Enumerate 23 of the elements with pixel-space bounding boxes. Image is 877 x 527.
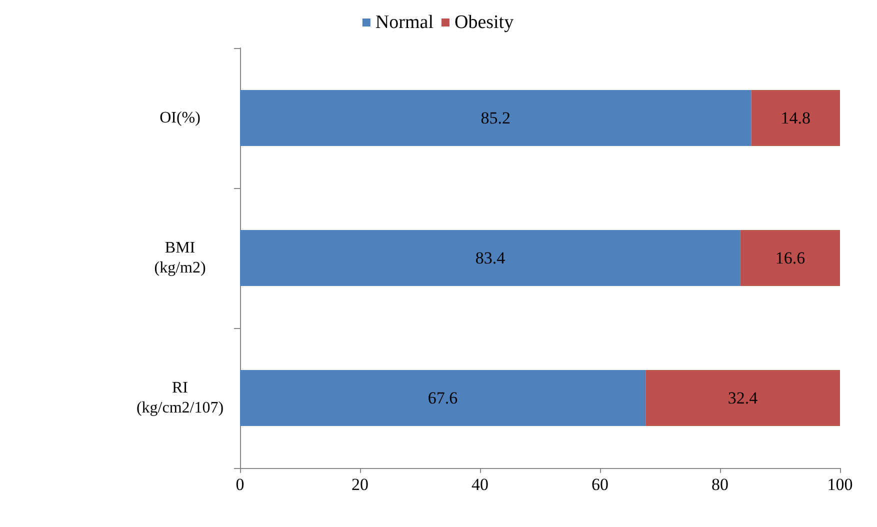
y-tick-label: OI(%) (160, 110, 200, 126)
data-label: 32.4 (728, 388, 758, 408)
legend-label: Obesity (454, 12, 514, 33)
data-label: 16.6 (775, 248, 806, 268)
x-tick-label: 60 (592, 475, 608, 494)
data-label: 83.4 (475, 248, 506, 268)
bar (751, 90, 840, 146)
data-label: 14.8 (780, 108, 810, 128)
data-label: 85.2 (480, 108, 510, 128)
bar (646, 370, 840, 426)
x-tick-label: 100 (827, 475, 853, 494)
legend-label: Normal (375, 12, 434, 33)
bar (240, 370, 646, 426)
bar (240, 90, 752, 146)
x-tick-label: 80 (712, 475, 728, 494)
data-label: 67.6 (428, 388, 458, 408)
x-tick-label: 20 (352, 475, 368, 494)
bar (740, 230, 840, 286)
y-tick-label: RI (kg/cm2/107) (136, 380, 224, 416)
x-tick-label: 0 (236, 475, 244, 494)
bar (240, 230, 740, 286)
y-tick-label: BMI (kg/m2) (154, 240, 206, 276)
x-tick-label: 40 (472, 475, 488, 494)
